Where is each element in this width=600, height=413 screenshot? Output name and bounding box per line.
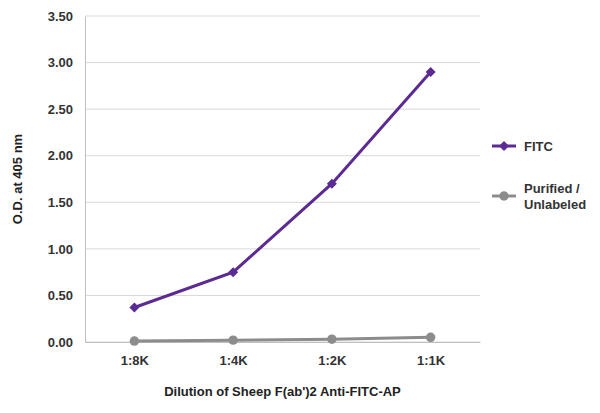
markers: [129, 67, 435, 313]
y-tick: 3.50: [48, 9, 85, 24]
y-tick-label: 1.50: [48, 195, 73, 210]
series-line: [134, 72, 430, 308]
x-tick: 1:2K: [318, 342, 347, 368]
y-tick-label: 0.50: [48, 288, 73, 303]
marker: [426, 333, 435, 342]
legend-item: FITC: [492, 139, 553, 154]
y-tick: 2.00: [48, 148, 85, 163]
grid-line: [85, 248, 480, 249]
y-tick: 0.00: [48, 335, 85, 350]
y-tick-label: 2.00: [48, 148, 73, 163]
marker: [327, 179, 337, 189]
y-tick: 0.50: [48, 288, 85, 303]
legend-marker: [499, 141, 509, 151]
y-tick-label: 3.00: [48, 55, 73, 70]
legend-label: Purified /Unlabeled: [524, 181, 586, 212]
marker: [426, 67, 436, 77]
grid-line: [85, 62, 480, 63]
legend-label: FITC: [524, 139, 553, 154]
y-tick: 2.50: [48, 102, 85, 117]
grid-line: [85, 16, 480, 17]
marker: [327, 334, 336, 343]
grid-line: [85, 295, 480, 296]
x-tick-label: 1:4K: [220, 353, 249, 368]
grid-line: [85, 202, 480, 203]
y-tick: 3.00: [48, 55, 85, 70]
y-tick-label: 1.00: [48, 242, 73, 257]
legend-item: Purified /Unlabeled: [492, 181, 586, 212]
marker: [129, 303, 139, 313]
y-axis-line: [85, 17, 86, 343]
y-tick: 1.00: [48, 242, 85, 257]
plot: 0.00 0.50 1.00 1.50 2.00 2.50 3.00 3.50 1:8K 1:4K…: [48, 9, 481, 369]
y-tick: 1.50: [48, 195, 85, 210]
markers: [130, 333, 436, 346]
y-axis: 0.00 0.50 1.00 1.50 2.00 2.50 3.00 3.50: [48, 9, 86, 350]
x-axis-title: Dilution of Sheep F(ab')2 Anti-FITC-AP: [164, 384, 401, 399]
marker: [228, 267, 238, 277]
x-tick: 1:1K: [417, 342, 446, 368]
series-group: [129, 67, 435, 346]
x-tick-label: 1:1K: [417, 353, 446, 368]
legend-marker: [499, 191, 508, 200]
x-tick-label: 1:2K: [318, 353, 347, 368]
grid-line: [85, 155, 480, 156]
series-line: [134, 337, 430, 341]
marker: [130, 336, 139, 345]
marker: [228, 335, 237, 344]
x-tick: 1:4K: [220, 342, 249, 368]
legend: FITC Purified /Unlabeled: [492, 139, 586, 212]
grid: [85, 16, 480, 342]
chart: 0.00 0.50 1.00 1.50 2.00 2.50 3.00 3.50 1:8K 1:4K…: [0, 0, 600, 413]
y-tick-label: 3.50: [48, 9, 73, 24]
x-tick: 1:8K: [121, 342, 150, 368]
y-tick-label: 2.50: [48, 102, 73, 117]
x-tick-label: 1:8K: [121, 353, 150, 368]
y-tick-label: 0.00: [48, 335, 73, 350]
y-axis-title: O.D. at 405 nm: [10, 134, 25, 224]
x-axis: 1:8K 1:4K 1:2K 1:1K: [86, 342, 481, 368]
grid-line: [85, 109, 480, 110]
